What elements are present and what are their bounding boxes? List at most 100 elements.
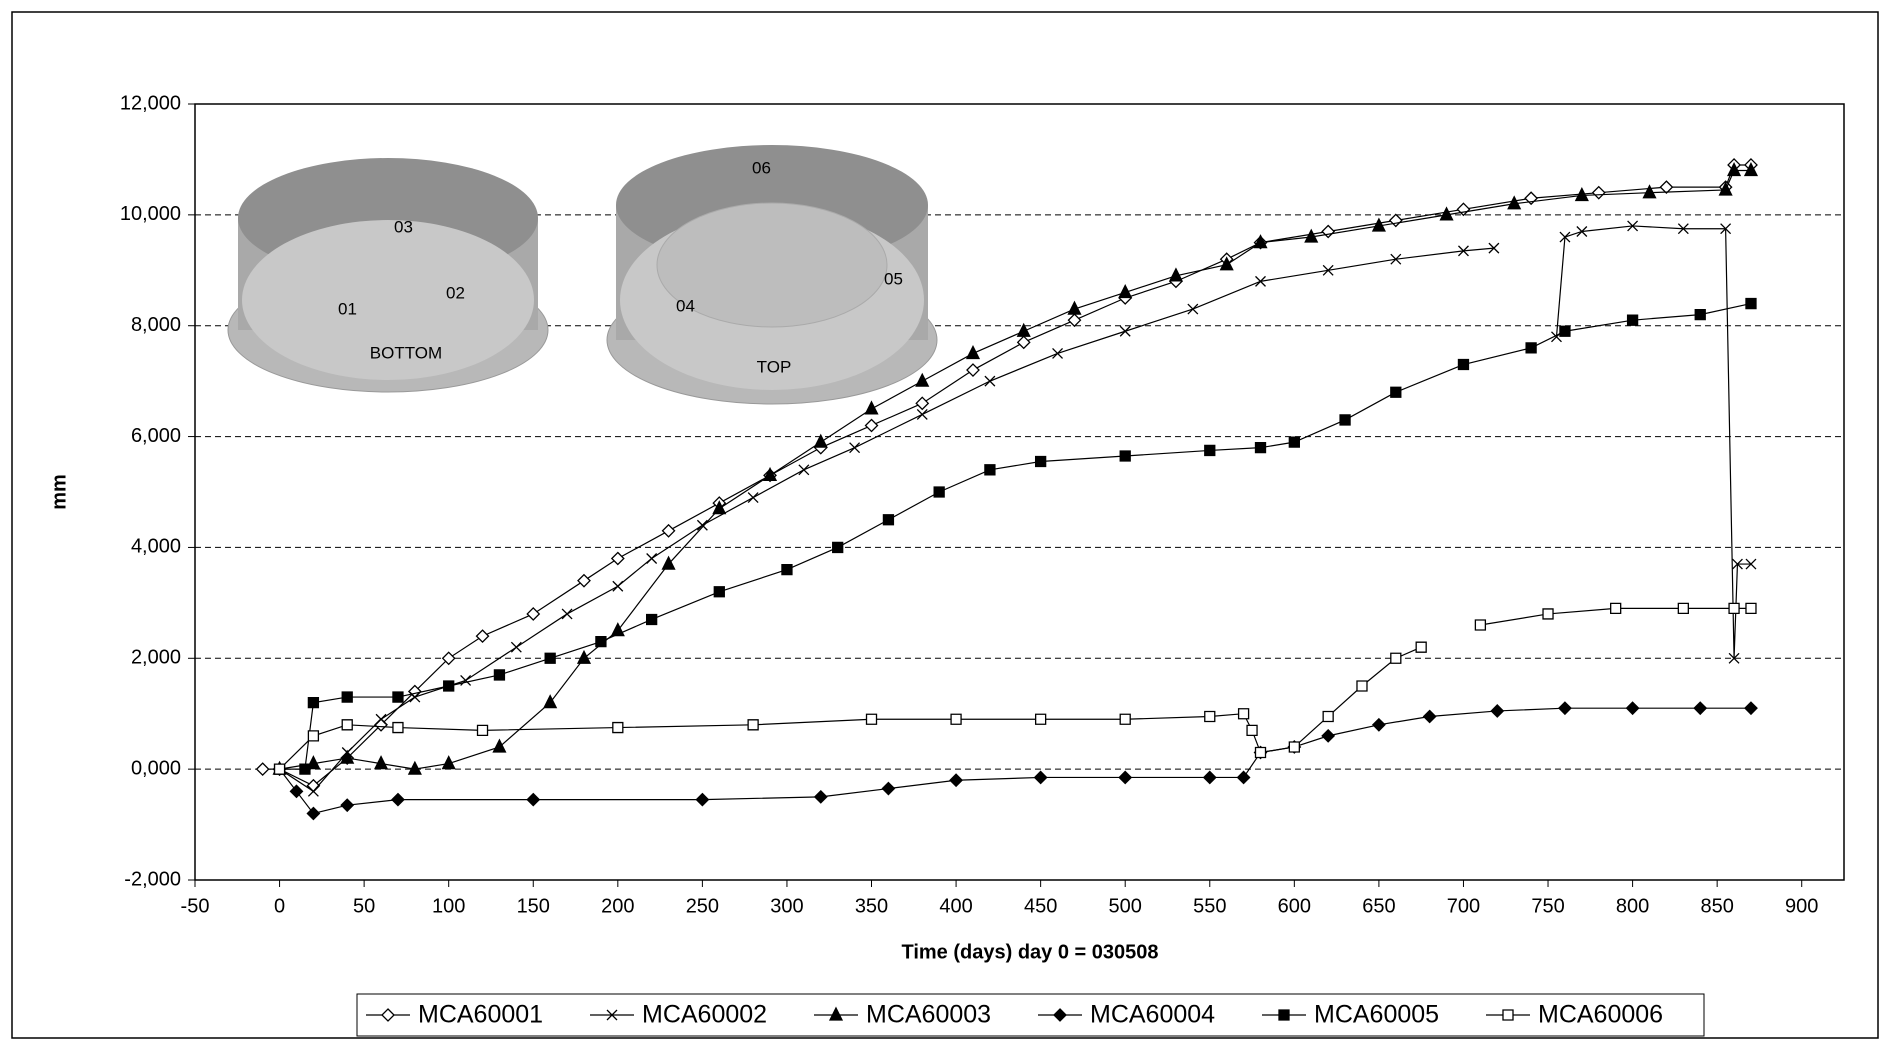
marker <box>1745 297 1757 310</box>
marker <box>1118 770 1133 785</box>
marker <box>1052 347 1064 359</box>
x-tick-label: 100 <box>432 895 465 917</box>
x-tick-label: 150 <box>517 895 550 917</box>
marker <box>762 466 778 482</box>
marker <box>1542 608 1554 620</box>
marker <box>1743 162 1759 177</box>
marker <box>1525 342 1537 354</box>
marker <box>1574 187 1589 202</box>
marker <box>1390 386 1402 398</box>
marker <box>391 792 405 807</box>
x-tick-label: -50 <box>181 895 210 917</box>
marker <box>1659 180 1674 195</box>
marker <box>1745 602 1757 615</box>
y-tick-label: 10,000 <box>120 203 181 225</box>
marker <box>1422 709 1437 724</box>
legend-marker <box>1278 1009 1290 1021</box>
annotation: 03 <box>394 217 413 236</box>
marker <box>1016 322 1031 337</box>
marker <box>747 492 759 504</box>
marker <box>1390 253 1402 265</box>
marker <box>510 641 522 653</box>
marker <box>493 669 506 681</box>
legend-label: MCA60001 <box>418 1001 543 1029</box>
marker <box>1339 414 1351 426</box>
marker <box>306 806 321 821</box>
marker <box>1033 770 1048 785</box>
marker <box>1388 213 1403 228</box>
marker <box>712 500 727 515</box>
y-axis-title: mm <box>48 474 70 510</box>
legend-label: MCA60002 <box>642 1001 767 1029</box>
marker <box>1119 325 1131 337</box>
marker <box>1627 220 1639 232</box>
marker <box>577 573 591 588</box>
marker <box>813 789 828 804</box>
marker <box>595 636 607 648</box>
marker <box>1237 708 1250 720</box>
annotation: 04 <box>676 296 695 315</box>
marker <box>1744 701 1758 716</box>
annotation: 05 <box>884 269 903 288</box>
marker <box>1254 746 1267 759</box>
marker <box>881 781 896 796</box>
marker <box>299 763 311 775</box>
x-tick-label: 400 <box>939 895 972 917</box>
marker <box>1016 335 1031 350</box>
marker <box>1288 741 1300 753</box>
cylinder-floor <box>242 220 534 380</box>
annotation: 06 <box>752 158 771 177</box>
marker <box>1371 217 1386 232</box>
marker <box>1304 228 1319 243</box>
legend <box>356 993 1705 1037</box>
y-tick-label: 0,000 <box>131 757 181 779</box>
marker <box>1559 325 1571 337</box>
marker <box>610 551 625 566</box>
marker <box>460 674 472 686</box>
marker <box>1168 267 1183 282</box>
cylinder-inner <box>656 202 888 328</box>
annotation: TOP <box>757 357 792 376</box>
marker <box>1236 770 1251 785</box>
marker <box>865 713 878 725</box>
marker <box>781 563 793 576</box>
marker <box>1067 300 1082 315</box>
legend-marker <box>381 1008 395 1022</box>
marker <box>1457 358 1470 371</box>
marker <box>798 464 810 476</box>
marker <box>1415 641 1427 653</box>
series-line <box>279 169 1751 770</box>
legend-label: MCA60005 <box>1314 1001 1439 1029</box>
marker <box>933 486 945 498</box>
marker <box>695 792 710 807</box>
legend-marker <box>828 1006 844 1021</box>
marker <box>1488 242 1500 254</box>
annotation: 02 <box>446 283 465 302</box>
marker <box>1254 442 1267 454</box>
marker <box>441 651 456 666</box>
x-tick-label: 750 <box>1531 895 1564 917</box>
marker <box>612 580 624 592</box>
legend-label: MCA60003 <box>866 1001 991 1029</box>
marker <box>1458 245 1469 257</box>
x-tick-label: 300 <box>770 895 803 917</box>
marker <box>813 433 828 448</box>
y-tick-label: 2,000 <box>131 647 181 669</box>
x-tick-label: 0 <box>274 895 285 917</box>
marker <box>392 721 404 734</box>
x-tick-label: 450 <box>1024 895 1057 917</box>
marker <box>476 724 489 736</box>
marker <box>950 713 962 725</box>
x-tick-label: 550 <box>1193 895 1226 917</box>
marker <box>373 755 389 770</box>
marker <box>1034 455 1047 468</box>
marker <box>1728 652 1740 664</box>
marker <box>1745 558 1757 570</box>
marker <box>1625 701 1640 716</box>
marker <box>965 344 981 360</box>
marker <box>1356 680 1368 692</box>
marker <box>475 629 490 644</box>
marker <box>1727 162 1742 177</box>
x-tick-label: 600 <box>1278 895 1311 917</box>
x-tick-label: 800 <box>1616 895 1649 917</box>
